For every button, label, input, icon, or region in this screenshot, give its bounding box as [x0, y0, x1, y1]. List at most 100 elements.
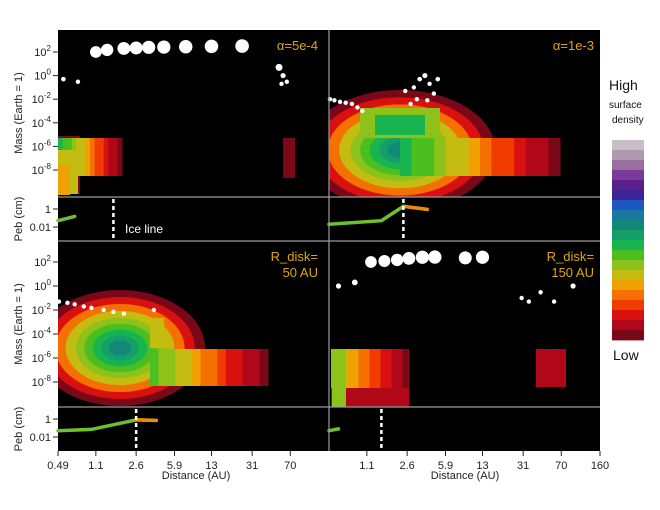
- x-tick-label-0-4: 13: [205, 460, 217, 472]
- planet-bottom-left-7: [121, 311, 127, 316]
- overlays: [56, 39, 576, 449]
- colorbar-high-sub-1: surface: [609, 100, 642, 111]
- colorbar-swatch-6: [612, 200, 644, 211]
- x-tick-label-0-3: 5.9: [167, 460, 182, 472]
- br-heat-band-13: [402, 349, 409, 388]
- y-tick-base-0-2: 10: [32, 94, 44, 106]
- x-tick-label-0-1: 1.1: [88, 460, 103, 472]
- planet-bottom-left-6: [111, 309, 116, 315]
- planet-top-left-5: [157, 40, 171, 54]
- br-heat-band-4: [353, 349, 359, 388]
- y-tick-label-1-5: 10-8: [32, 374, 52, 389]
- planet-bottom-right-10: [519, 295, 524, 301]
- heatmap-top-left: [58, 136, 295, 195]
- planet-top-right-8: [411, 85, 417, 90]
- planet-bottom-right-4: [415, 250, 429, 264]
- planet-top-right-14: [414, 97, 420, 102]
- y-tick-label-1-4: 10-6: [32, 350, 52, 365]
- planet-top-right-9: [417, 76, 423, 82]
- colorbar-swatch-4: [612, 180, 644, 191]
- tl-heat-outer: [283, 138, 295, 178]
- planet-top-left-13: [284, 79, 290, 84]
- planet-top-left-0: [90, 46, 102, 58]
- planet-top-right-15: [425, 98, 430, 103]
- tr-heat-band-5: [457, 138, 470, 176]
- peb-tick-label-1-0: 1: [45, 414, 51, 426]
- tr-heat-band-3: [434, 138, 447, 176]
- planet-bottom-right-6: [458, 251, 472, 265]
- planet-bottom-left-1: [65, 300, 70, 305]
- br-heat-band-9: [380, 349, 387, 388]
- planet-bottom-right-3: [402, 251, 416, 265]
- planet-top-left-12: [280, 73, 286, 79]
- y-tick-exp-1-0: 2: [47, 254, 52, 263]
- y-tick-base-0-1: 10: [34, 71, 46, 83]
- y-tick-label-0-3: 10-4: [32, 115, 52, 130]
- planet-top-right-12: [431, 91, 437, 96]
- pebble-curve-outer-top-right: [401, 204, 430, 212]
- annotation-top-right: α=1e-3: [553, 38, 594, 53]
- bl-heat-band-12: [251, 349, 261, 386]
- peb-panel-bottom-left: [58, 407, 329, 451]
- planet-top-right-13: [435, 76, 441, 82]
- tr-heat-band-0: [400, 138, 412, 176]
- colorbar-swatch-15: [612, 290, 644, 301]
- tr-heat-band-6: [468, 138, 481, 176]
- bl-heat-band-10: [234, 349, 244, 386]
- colorbar-swatch-7: [612, 210, 644, 221]
- planet-top-left-2: [117, 42, 131, 55]
- x-tick-label-1-5: 31: [517, 460, 529, 472]
- colorbar-swatch-16: [612, 300, 644, 311]
- y-tick-exp-0-1: 0: [47, 68, 52, 77]
- y-tick-base-1-3: 10: [32, 329, 44, 341]
- bl-heat-band-13: [259, 349, 269, 386]
- heatmap-bottom-right: [331, 349, 566, 407]
- bl-heat-band-9: [225, 349, 235, 386]
- y-tick-exp-0-3: -4: [44, 115, 52, 124]
- br-heat-band-12: [397, 349, 403, 388]
- y-tick-label-0-4: 10-6: [32, 138, 52, 153]
- planet-bottom-left-3: [81, 304, 86, 309]
- annotation-bottom-left-line1: R_disk=: [271, 249, 318, 264]
- planet-bottom-right-2: [390, 253, 404, 267]
- colorbar-high-sub-2: density: [612, 115, 644, 126]
- y-tick-label-0-1: 100: [34, 68, 51, 83]
- bl-heat-spike: [150, 318, 164, 348]
- tl-heat-band-5: [80, 138, 86, 176]
- planet-bottom-left-8: [151, 307, 157, 313]
- annotation-bottom-right-line1: R_disk=: [547, 249, 594, 264]
- x-tick-label-0-0: 0.49: [47, 460, 68, 472]
- planet-bottom-right-13: [551, 299, 557, 304]
- x-tick-label-1-1: 1.1: [359, 460, 374, 472]
- br-heat-outer: [536, 349, 566, 387]
- tr-heat-band-7: [480, 138, 492, 176]
- tr-heat-band-9: [502, 138, 515, 176]
- planet-top-left-7: [204, 39, 219, 54]
- bl-heat-band-1: [158, 349, 168, 386]
- planet-top-right-5: [355, 105, 360, 110]
- y-tick-exp-0-4: -6: [44, 138, 52, 147]
- planet-top-left-11: [275, 63, 283, 71]
- tl-heat-band-11: [108, 138, 114, 176]
- tr-heat-band-2: [422, 138, 435, 176]
- colorbar-swatch-12: [612, 260, 644, 271]
- planet-top-right-6: [360, 108, 365, 114]
- colorbar-swatch-9: [612, 230, 644, 241]
- x-axis-label-right: Distance (AU): [431, 470, 499, 482]
- colorbar-swatch-8: [612, 220, 644, 231]
- colorbar-swatch-17: [612, 310, 644, 321]
- y-axis-label-bottom: Mass (Earth = 1): [13, 283, 25, 365]
- planet-bottom-left-0: [56, 299, 62, 304]
- colorbar-swatch-3: [612, 170, 644, 181]
- tl-heat-band-13: [117, 138, 123, 176]
- planet-top-right-2: [337, 99, 343, 105]
- heatmap-bottom-left: [58, 290, 269, 406]
- y-tick-exp-1-3: -4: [44, 326, 52, 335]
- y-tick-exp-0-5: -8: [44, 162, 52, 171]
- y-tick-base-1-5: 10: [32, 377, 44, 389]
- planet-top-right-16: [408, 101, 413, 107]
- colorbar-low-label: Low: [613, 347, 640, 363]
- tl-heat-inner2: [58, 165, 70, 195]
